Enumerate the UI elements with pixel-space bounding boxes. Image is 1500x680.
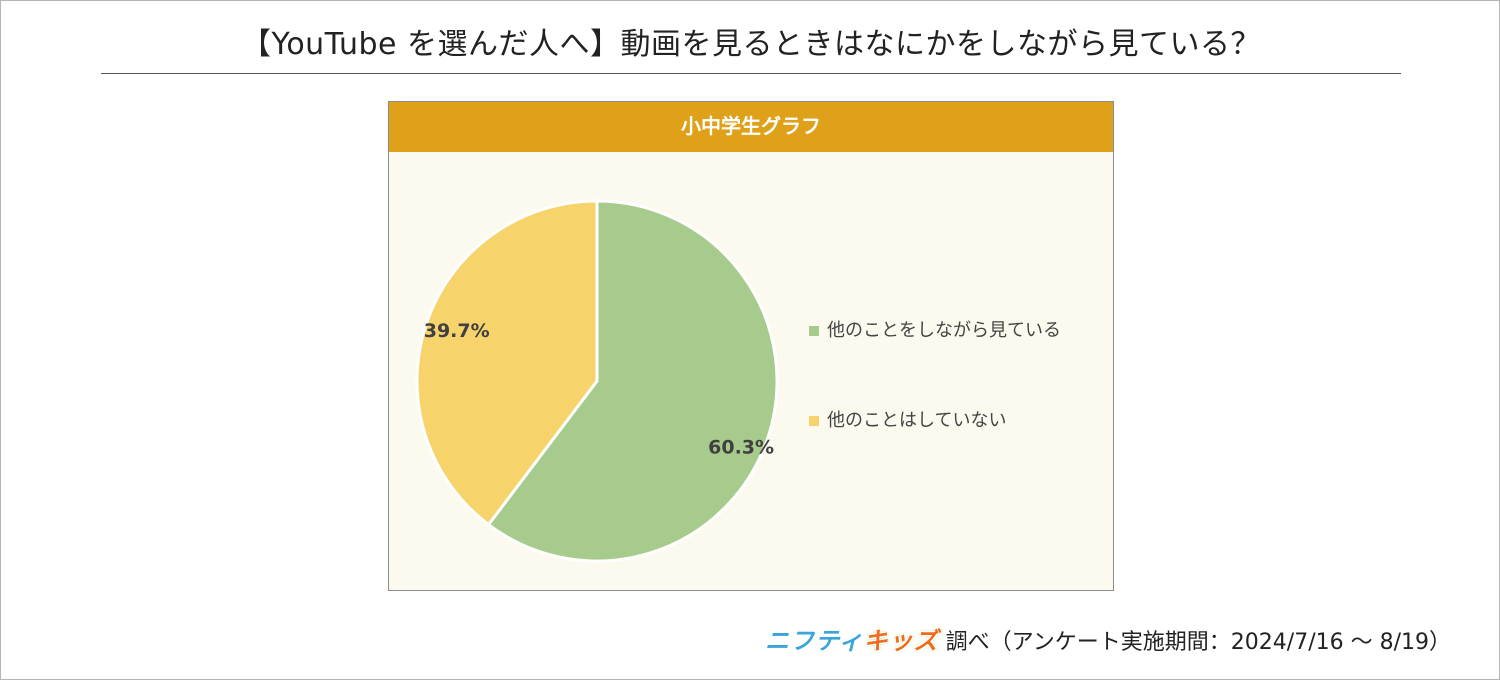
slice-label-1: 60.3%	[708, 436, 774, 458]
niftykids-logo-part2: キッズ	[863, 627, 939, 655]
legend-label-1: 他のことをしながら見ている	[827, 320, 1061, 341]
legend-item-1: 他のことをしながら見ている	[809, 316, 1061, 346]
source-text: 調べ（アンケート実施期間：2024/7/16 〜 8/19）	[945, 630, 1451, 655]
legend-swatch-1	[809, 326, 819, 336]
title-divider	[101, 73, 1401, 74]
legend-label-2: 他のことはしていない	[827, 410, 1007, 431]
source-credit: ニフティキッズ 調べ（アンケート実施期間：2024/7/16 〜 8/19）	[765, 621, 1451, 656]
legend-swatch-2	[809, 416, 819, 426]
slice-label-2: 39.7%	[424, 320, 490, 342]
niftykids-logo-part1: ニフティ	[765, 627, 864, 655]
pie-slice-1	[486, 199, 779, 563]
pie-chart: 60.3% 39.7%	[415, 199, 779, 563]
legend-item-2: 他のことはしていない	[809, 406, 1061, 436]
chart-legend: 他のことをしながら見ている 他のことはしていない	[809, 316, 1061, 496]
chart-panel: 小中学生グラフ 60.3% 39.7% 他のことをしながら見ている 他のことはして…	[388, 101, 1114, 591]
pie-slice-2	[415, 199, 599, 527]
chart-title: 小中学生グラフ	[389, 102, 1113, 152]
page-title: 【YouTube を選んだ人へ】動画を見るときはなにかをしながら見ている？	[240, 27, 1262, 62]
